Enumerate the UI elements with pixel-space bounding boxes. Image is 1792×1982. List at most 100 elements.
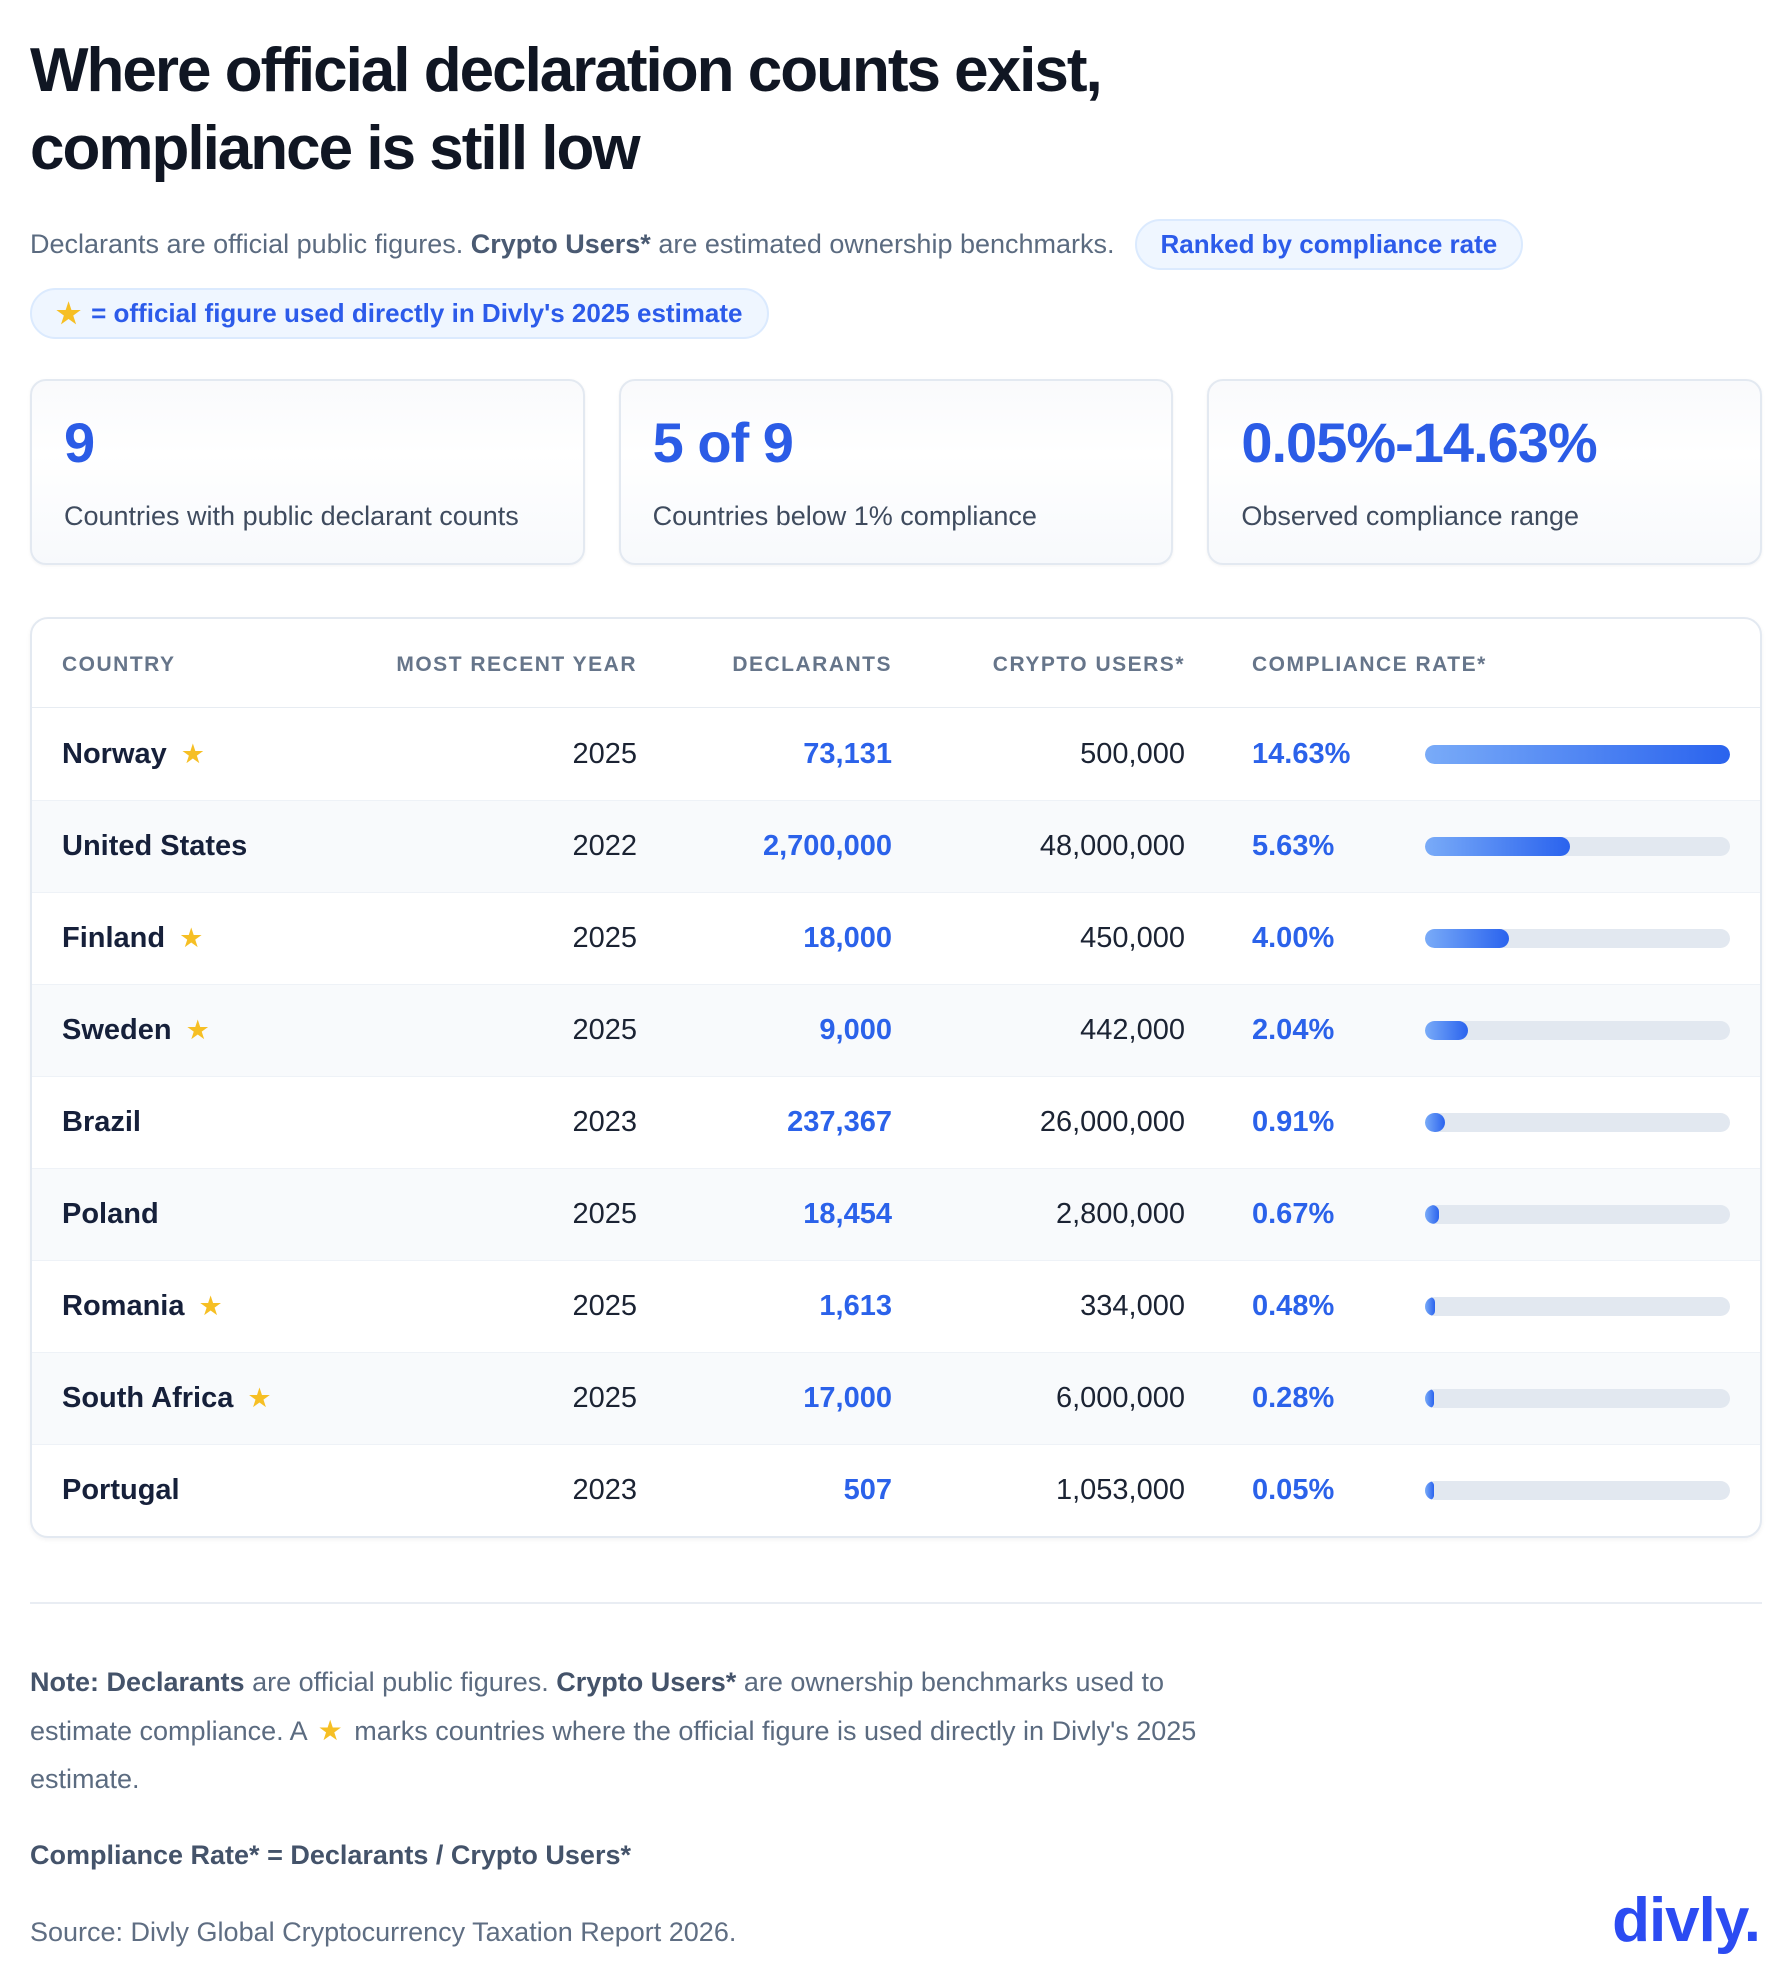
subtitle-row: Declarants are official public figures. … <box>30 219 1762 270</box>
crypto-users-value: 1,053,000 <box>1055 1474 1185 1506</box>
subtitle-part-2: are estimated ownership benchmarks. <box>658 229 1115 259</box>
column-header-most-recent-year: Most Recent Year <box>396 653 637 676</box>
table-row: Portugal 2023 507 1,053,000 0.05% <box>32 1444 1760 1536</box>
page-title-line-2: compliance is still low <box>30 113 641 183</box>
declarants-value: 17,000 <box>803 1382 892 1414</box>
footnote-part-1: are official public figures. <box>244 1667 557 1697</box>
crypto-users-value: 48,000,000 <box>1039 830 1185 862</box>
compliance-bar-track <box>1425 1021 1730 1040</box>
legend-row: ★ = official figure used directly in Div… <box>30 288 1762 339</box>
table-header-row: Country Most Recent Year Declarants Cryp… <box>32 619 1760 708</box>
stat-label: Observed compliance range <box>1241 501 1580 531</box>
column-header-compliance-rate: Compliance Rate* <box>1252 653 1487 676</box>
footnote-bold-crypto-users: Crypto Users* <box>556 1667 737 1697</box>
compliance-rate-value: 0.28% <box>1252 1382 1335 1414</box>
country-name: Poland <box>62 1198 159 1230</box>
compliance-bar-fill <box>1425 1389 1434 1408</box>
column-header-crypto-users: Crypto Users* <box>992 653 1185 676</box>
table-body: Norway ★ 2025 73,131 500,000 14.63% Unit… <box>32 708 1760 1536</box>
year-value: 2025 <box>572 1382 637 1414</box>
compliance-rate-value: 4.00% <box>1252 922 1335 954</box>
year-value: 2025 <box>572 1290 637 1322</box>
footnote-part-3: marks countries where the official figur… <box>30 1715 1197 1795</box>
declarants-value: 18,454 <box>803 1198 892 1230</box>
subtitle-crypto-users: Crypto Users* <box>470 229 651 259</box>
country-cell: Sweden ★ <box>62 1014 387 1047</box>
stat-card-compliance-range: 0.05%-14.63% Observed compliance range <box>1207 379 1763 565</box>
star-icon: ★ <box>185 1015 210 1045</box>
year-value: 2023 <box>572 1106 637 1138</box>
compliance-bar-track <box>1425 837 1730 856</box>
compliance-bar-cell <box>1425 1481 1730 1500</box>
subtitle-text: Declarants are official public figures. … <box>30 229 1115 260</box>
country-cell: Norway ★ <box>62 738 387 771</box>
stat-value: 5 of 9 <box>652 411 794 474</box>
year-value: 2025 <box>572 1014 637 1046</box>
star-icon: ★ <box>179 923 204 953</box>
compliance-bar-fill <box>1425 1205 1439 1224</box>
crypto-users-value: 500,000 <box>1080 737 1185 770</box>
declarants-value: 507 <box>843 1474 892 1506</box>
compliance-bar-fill <box>1425 837 1570 856</box>
compliance-bar-cell <box>1425 837 1730 856</box>
compliance-bar-cell <box>1425 744 1730 764</box>
compliance-bar-fill <box>1425 929 1509 948</box>
star-icon: ★ <box>317 1714 343 1746</box>
country-name: Portugal <box>62 1474 180 1506</box>
country-name: United States <box>62 830 248 862</box>
compliance-bar-track <box>1425 744 1730 764</box>
compliance-bar-track <box>1425 1113 1730 1132</box>
country-cell: Romania ★ <box>62 1290 387 1323</box>
table-row: Norway ★ 2025 73,131 500,000 14.63% <box>32 708 1760 800</box>
star-legend-badge: ★ = official figure used directly in Div… <box>30 288 769 339</box>
page-title: Where official declaration counts exist,… <box>30 32 1762 187</box>
country-name: Norway <box>62 737 167 770</box>
compliance-bar-fill <box>1425 1113 1445 1132</box>
table-row: Finland ★ 2025 18,000 450,000 4.00% <box>32 892 1760 984</box>
compliance-rate-value: 2.04% <box>1252 1014 1335 1046</box>
country-cell: Portugal <box>62 1474 387 1507</box>
compliance-bar-track <box>1425 929 1730 948</box>
declarants-value: 237,367 <box>787 1106 892 1138</box>
compliance-rate-value: 5.63% <box>1252 830 1335 862</box>
compliance-bar-cell <box>1425 1297 1730 1316</box>
stat-card-below-1pct: 5 of 9 Countries below 1% compliance <box>618 379 1174 565</box>
footnote: Note: Declarants are official public fig… <box>30 1658 1200 1804</box>
footnote-part-2: are ownership benchmarks used to estimat… <box>30 1667 1165 1746</box>
footnote-bold-note-declarants: Note: Declarants <box>30 1667 245 1697</box>
compliance-bar-cell <box>1425 1021 1730 1040</box>
compliance-bar-track <box>1425 1481 1730 1500</box>
table-row: Brazil 2023 237,367 26,000,000 0.91% <box>32 1076 1760 1168</box>
declarants-value: 9,000 <box>819 1014 892 1046</box>
country-cell: South Africa ★ <box>62 1382 387 1415</box>
ranked-by-badge: Ranked by compliance rate <box>1134 219 1524 270</box>
page-title-line-1: Where official declaration counts exist, <box>30 36 1103 105</box>
compliance-rate-value: 0.48% <box>1252 1290 1335 1322</box>
compliance-formula: Compliance Rate* = Declarants / Crypto U… <box>30 1839 631 1870</box>
table-row: Sweden ★ 2025 9,000 442,000 2.04% <box>32 984 1760 1076</box>
compliance-table: Country Most Recent Year Declarants Cryp… <box>30 617 1762 1538</box>
country-cell: Poland <box>62 1198 387 1231</box>
divly-logo: divly. <box>1612 1885 1761 1955</box>
compliance-bar-fill <box>1425 1481 1434 1500</box>
country-name: Sweden <box>62 1014 172 1046</box>
crypto-users-value: 450,000 <box>1080 922 1185 954</box>
crypto-users-value: 6,000,000 <box>1055 1382 1185 1414</box>
compliance-bar-fill <box>1425 1297 1436 1316</box>
crypto-users-value: 442,000 <box>1080 1014 1185 1046</box>
year-value: 2025 <box>572 922 637 954</box>
stat-value: 9 <box>64 411 95 474</box>
footer: Note: Declarants are official public fig… <box>30 1658 1762 1982</box>
compliance-bar-fill <box>1425 1021 1468 1040</box>
compliance-rate-value: 0.67% <box>1252 1198 1335 1230</box>
stat-cards-row: 9 Countries with public declarant counts… <box>30 379 1763 565</box>
country-name: Brazil <box>62 1106 141 1138</box>
compliance-rate-value: 14.63% <box>1252 737 1351 770</box>
footer-divider <box>30 1602 1762 1604</box>
compliance-bar-cell <box>1425 1389 1730 1408</box>
compliance-bar-cell <box>1425 1205 1730 1224</box>
source-line: Source: Divly Global Cryptocurrency Taxa… <box>30 1916 737 1947</box>
star-legend-label: = official figure used directly in Divly… <box>91 298 743 328</box>
declarants-value: 1,613 <box>819 1290 892 1322</box>
compliance-bar-fill <box>1425 744 1730 764</box>
